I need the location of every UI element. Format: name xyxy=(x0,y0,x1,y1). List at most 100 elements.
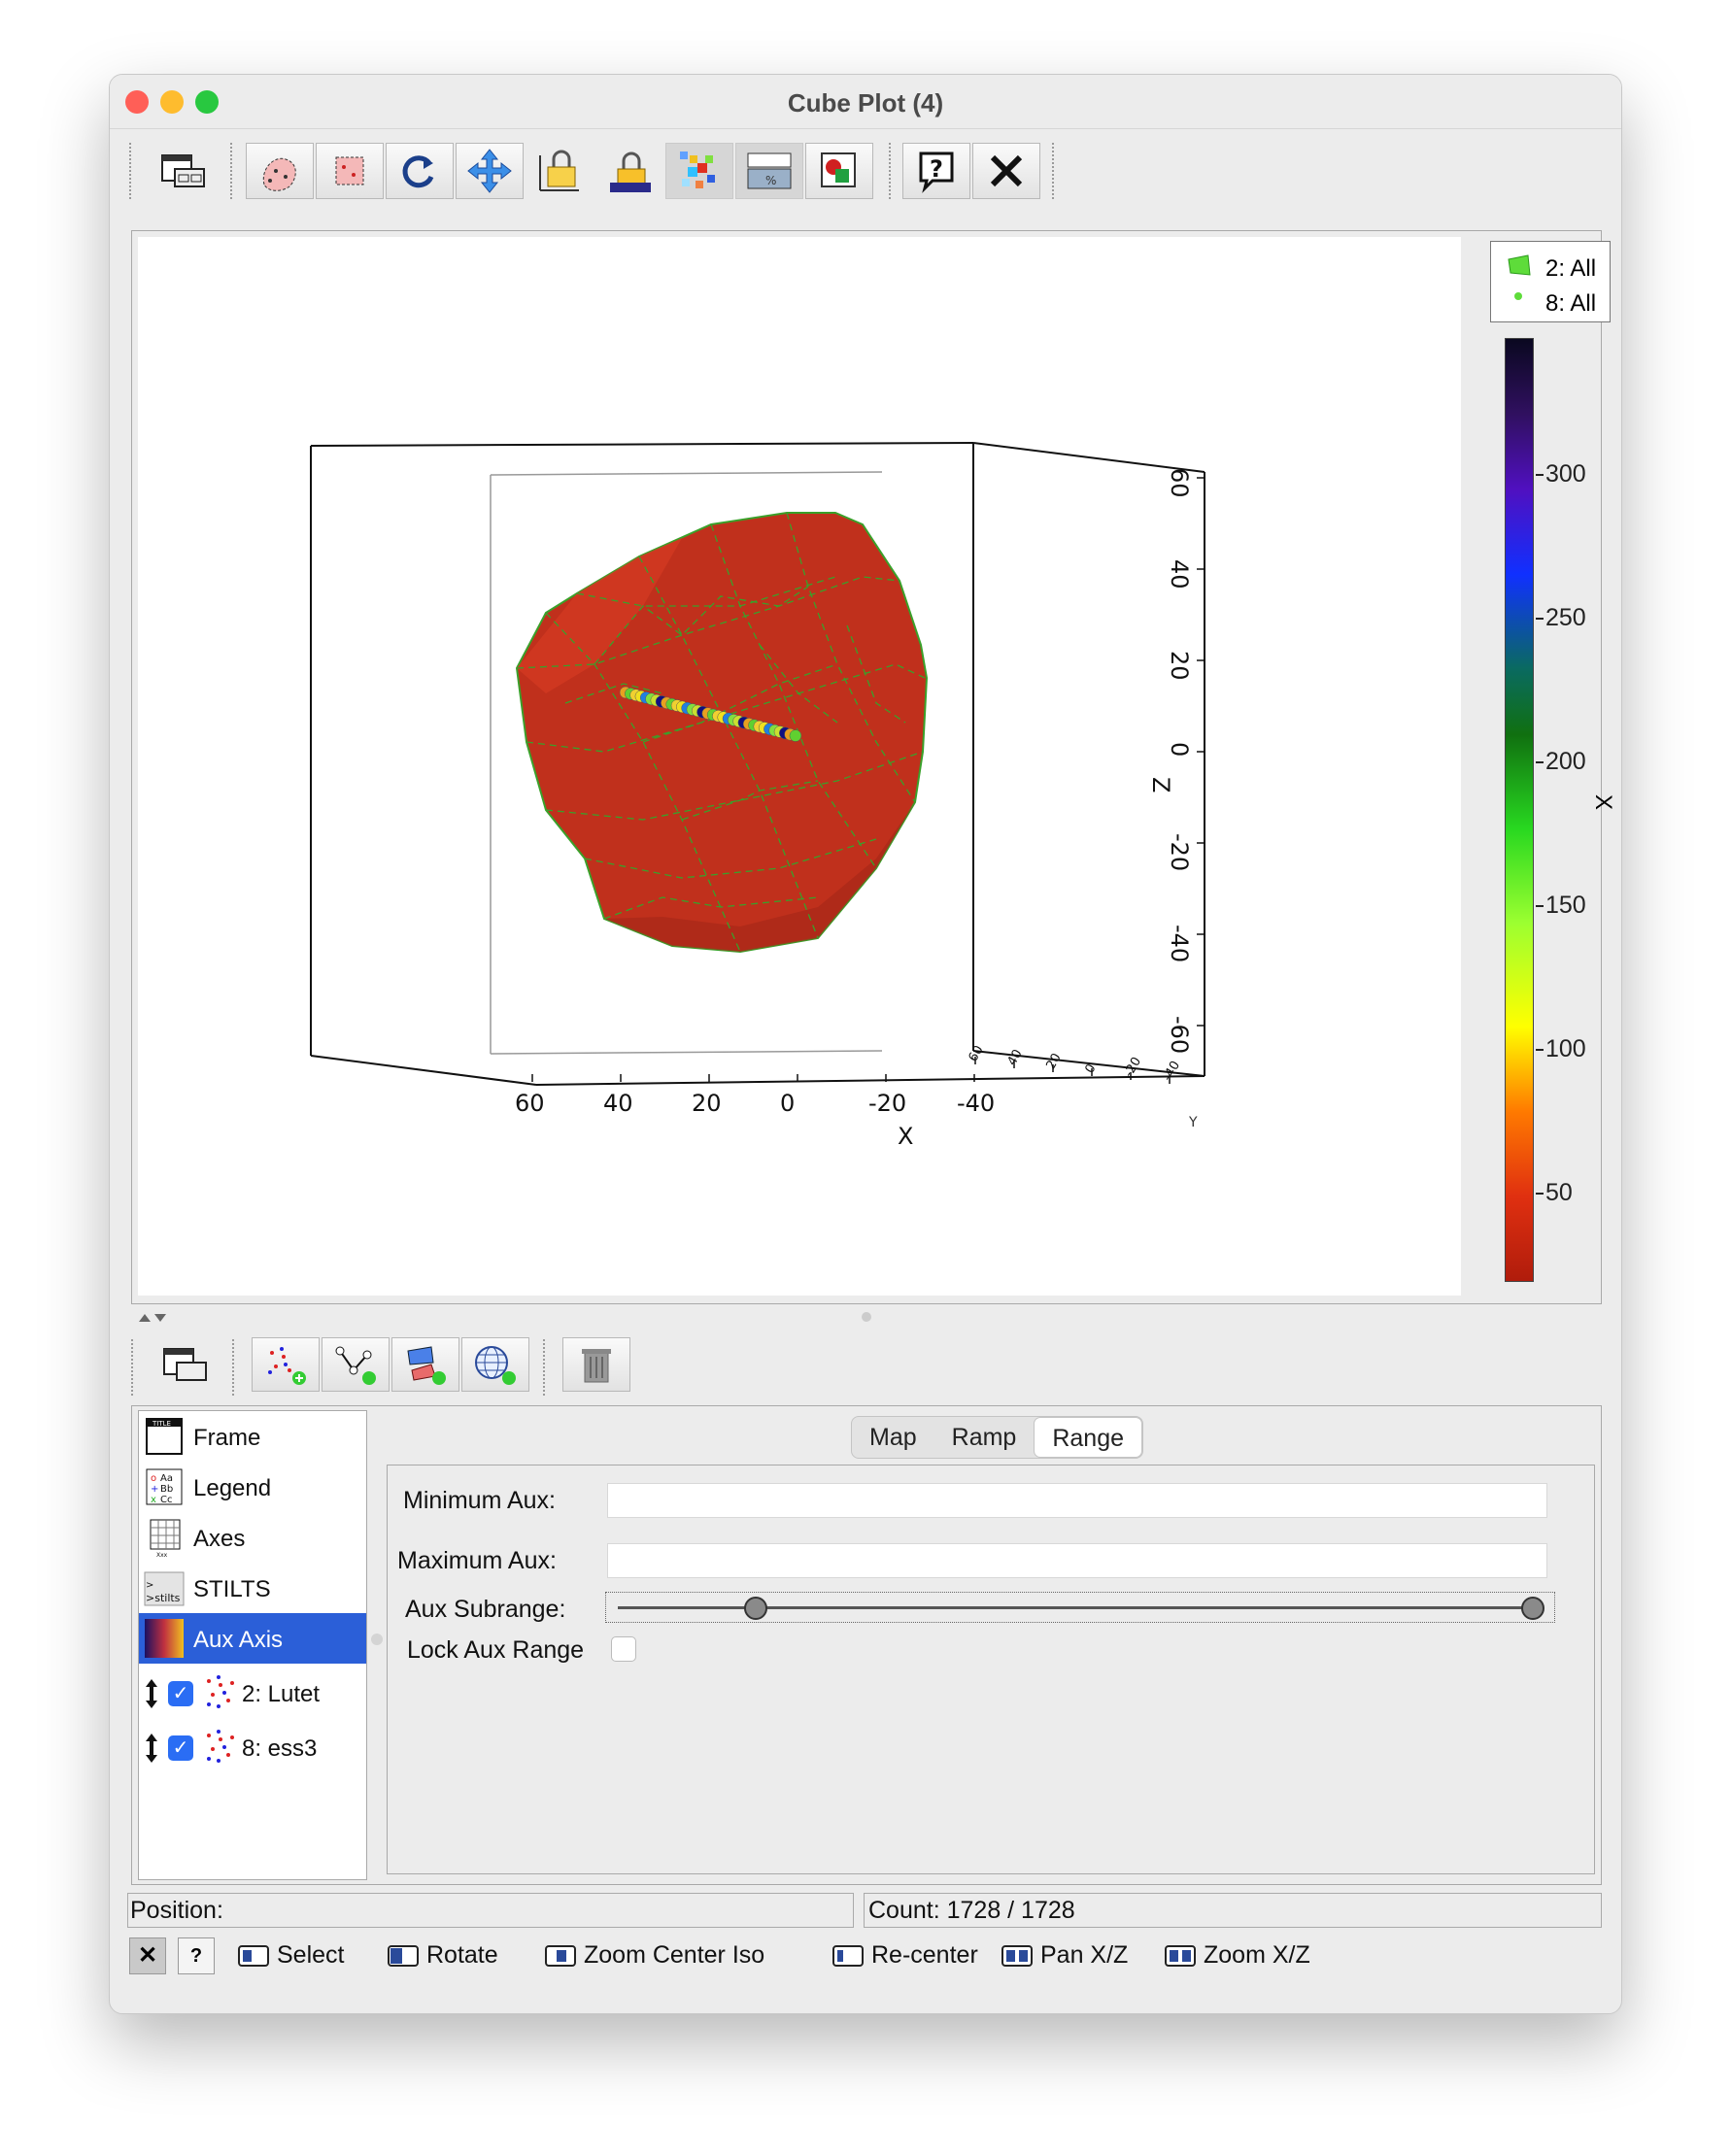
mode-label: Zoom Center Iso xyxy=(584,1941,765,1969)
toolbar-separator xyxy=(1052,143,1056,199)
count-status: Count: 1728 / 1728 xyxy=(864,1893,1602,1928)
pair-link-add-icon xyxy=(335,1346,376,1385)
legend-icon: o Aa+ Bbx Cc xyxy=(146,1468,183,1505)
color-ramp-tick-label: 150 xyxy=(1545,892,1586,919)
help-button[interactable]: ? xyxy=(902,143,970,199)
draw-subset-button[interactable] xyxy=(316,143,384,199)
green-dot-marker-icon xyxy=(1514,292,1522,300)
svg-text:Xxx: Xxx xyxy=(156,1552,168,1559)
replot-button[interactable] xyxy=(386,143,454,199)
globe-add-icon xyxy=(475,1346,516,1385)
mode-label: Zoom X/Z xyxy=(1204,1941,1310,1969)
x-tick-label: 20 xyxy=(692,1090,722,1117)
float-controls-button[interactable] xyxy=(149,143,217,199)
svg-text:Cc: Cc xyxy=(160,1495,172,1505)
axes-icon: Xxx xyxy=(150,1519,181,1559)
mode-rotate[interactable]: Rotate xyxy=(388,1937,498,1972)
density-heatmap-icon xyxy=(680,152,715,188)
padlock-axes-icon xyxy=(539,150,579,191)
aux-tabs: Map Ramp Range xyxy=(851,1416,1143,1459)
toolbar-separator xyxy=(129,143,133,199)
plot-canvas[interactable]: 60 40 20 0 -20 -40 60 40 20 0 -20 -40 60 40 20 0 -20 -4… xyxy=(138,237,1461,1296)
cube-plot-svg[interactable]: 60 40 20 0 -20 -40 60 40 20 0 -20 -40 60 40 20 0 -20 -4… xyxy=(138,237,1461,1296)
drag-handle-icon[interactable] xyxy=(143,1677,160,1710)
progress-bar-icon: % xyxy=(747,152,792,189)
tab-ramp[interactable]: Ramp xyxy=(951,1424,1017,1451)
control-item-aux-axis[interactable]: Aux Axis xyxy=(139,1613,366,1664)
tab-range[interactable]: Range xyxy=(1034,1417,1142,1458)
mouse-click-icon xyxy=(832,1945,864,1968)
svg-text:>: > xyxy=(146,1580,153,1591)
drag-handle-icon[interactable] xyxy=(143,1732,160,1765)
window-controls-icon xyxy=(161,154,205,187)
add-area-layer-button[interactable] xyxy=(391,1337,459,1392)
x-axis-label: X xyxy=(898,1123,913,1150)
surface-shading xyxy=(517,538,682,693)
lock-aspect-button[interactable] xyxy=(526,143,594,199)
remove-layer-button[interactable] xyxy=(562,1337,630,1392)
mouse-drag-left-icon xyxy=(388,1945,419,1968)
show-progress-button[interactable]: % xyxy=(735,143,803,199)
mode-zoom-center-iso[interactable]: Zoom Center Iso xyxy=(545,1937,764,1972)
z-tick-label: 20 xyxy=(1166,651,1193,681)
plot-toolbar: % ? xyxy=(129,139,1237,203)
aux-subrange-slider[interactable] xyxy=(605,1592,1555,1623)
float-layer-controls-button[interactable] xyxy=(151,1337,219,1392)
minimize-window-button[interactable] xyxy=(160,90,184,114)
control-item-legend[interactable]: o Aa + Bb x Cc Legend xyxy=(139,1462,366,1512)
navigation-button[interactable] xyxy=(456,143,524,199)
export-image-button[interactable] xyxy=(805,143,873,199)
maximum-aux-field[interactable] xyxy=(607,1543,1547,1578)
control-item-stilts[interactable]: > >stilts STILTS xyxy=(139,1563,366,1613)
cube-plot-window: Cube Plot (4) % xyxy=(109,74,1622,2014)
subrange-high-thumb[interactable] xyxy=(1521,1597,1544,1620)
mode-recenter[interactable]: Re-center xyxy=(832,1937,978,1972)
y-axis-label: Y xyxy=(1188,1115,1198,1130)
layer-label: 8: ess3 xyxy=(242,1735,318,1762)
add-position-layer-button[interactable] xyxy=(252,1337,320,1392)
scatter-layer-icon xyxy=(207,1730,234,1763)
close-window-button[interactable] xyxy=(125,90,149,114)
maximum-aux-label: Maximum Aux: xyxy=(397,1547,557,1574)
minimum-aux-field[interactable] xyxy=(607,1483,1547,1518)
mode-zoom-xz[interactable]: Zoom X/Z xyxy=(1165,1937,1310,1972)
subset-from-visible-button[interactable] xyxy=(246,143,314,199)
surface-body xyxy=(515,512,929,954)
mode-help-button[interactable]: ? xyxy=(178,1937,215,1974)
close-plot-button[interactable] xyxy=(972,143,1040,199)
splitter-grip[interactable] xyxy=(862,1312,871,1322)
move-arrows-icon xyxy=(467,149,512,193)
plot-legend: 2: All 8: All xyxy=(1490,241,1611,322)
mouse-mode-bar: ✕ ? Select Rotate Zoom Center Iso Re-cen… xyxy=(129,1936,1586,1976)
tab-map[interactable]: Map xyxy=(869,1424,917,1451)
mode-select[interactable]: Select xyxy=(238,1937,344,1972)
color-ramp-tick xyxy=(1536,474,1544,476)
image-export-icon xyxy=(821,152,856,187)
mode-pan-xz[interactable]: Pan X/Z xyxy=(1001,1937,1128,1972)
subrange-low-thumb[interactable] xyxy=(744,1597,768,1620)
layer-item-1[interactable]: ✓ 2: Lutet xyxy=(139,1668,366,1718)
minimum-aux-label: Minimum Aux: xyxy=(403,1487,556,1514)
sketch-mode-button[interactable] xyxy=(665,143,733,199)
layer-label: 2: Lutet xyxy=(242,1681,321,1707)
zoom-window-button[interactable] xyxy=(195,90,219,114)
panel-splitter[interactable] xyxy=(131,1304,1602,1328)
z-tick-label: -20 xyxy=(1166,833,1193,871)
mouse-right-drag-icon xyxy=(1001,1945,1033,1968)
control-item-frame[interactable]: TITLE Frame xyxy=(139,1411,366,1462)
window-controls-icon xyxy=(163,1348,207,1381)
lock-aux-range-checkbox[interactable] xyxy=(611,1636,636,1662)
control-item-axes[interactable]: Xxx Axes xyxy=(139,1512,366,1563)
z-axis-ticks: 60 40 20 0 -20 -40 -60 xyxy=(1166,468,1205,1054)
add-pair-layer-button[interactable] xyxy=(322,1337,390,1392)
add-sky-layer-button[interactable] xyxy=(461,1337,529,1392)
list-splitter-grip[interactable] xyxy=(371,1634,383,1645)
layer-item-2[interactable]: ✓ 8: ess3 xyxy=(139,1722,366,1772)
layer-visible-checkbox[interactable]: ✓ xyxy=(168,1735,193,1761)
toolbar-separator xyxy=(232,1339,236,1396)
layer-visible-checkbox[interactable]: ✓ xyxy=(168,1681,193,1706)
z-tick-label: -40 xyxy=(1166,925,1193,962)
clear-modes-button[interactable]: ✕ xyxy=(129,1937,166,1974)
color-ramp-tick xyxy=(1536,905,1544,907)
lock-aux-button[interactable] xyxy=(595,143,663,199)
